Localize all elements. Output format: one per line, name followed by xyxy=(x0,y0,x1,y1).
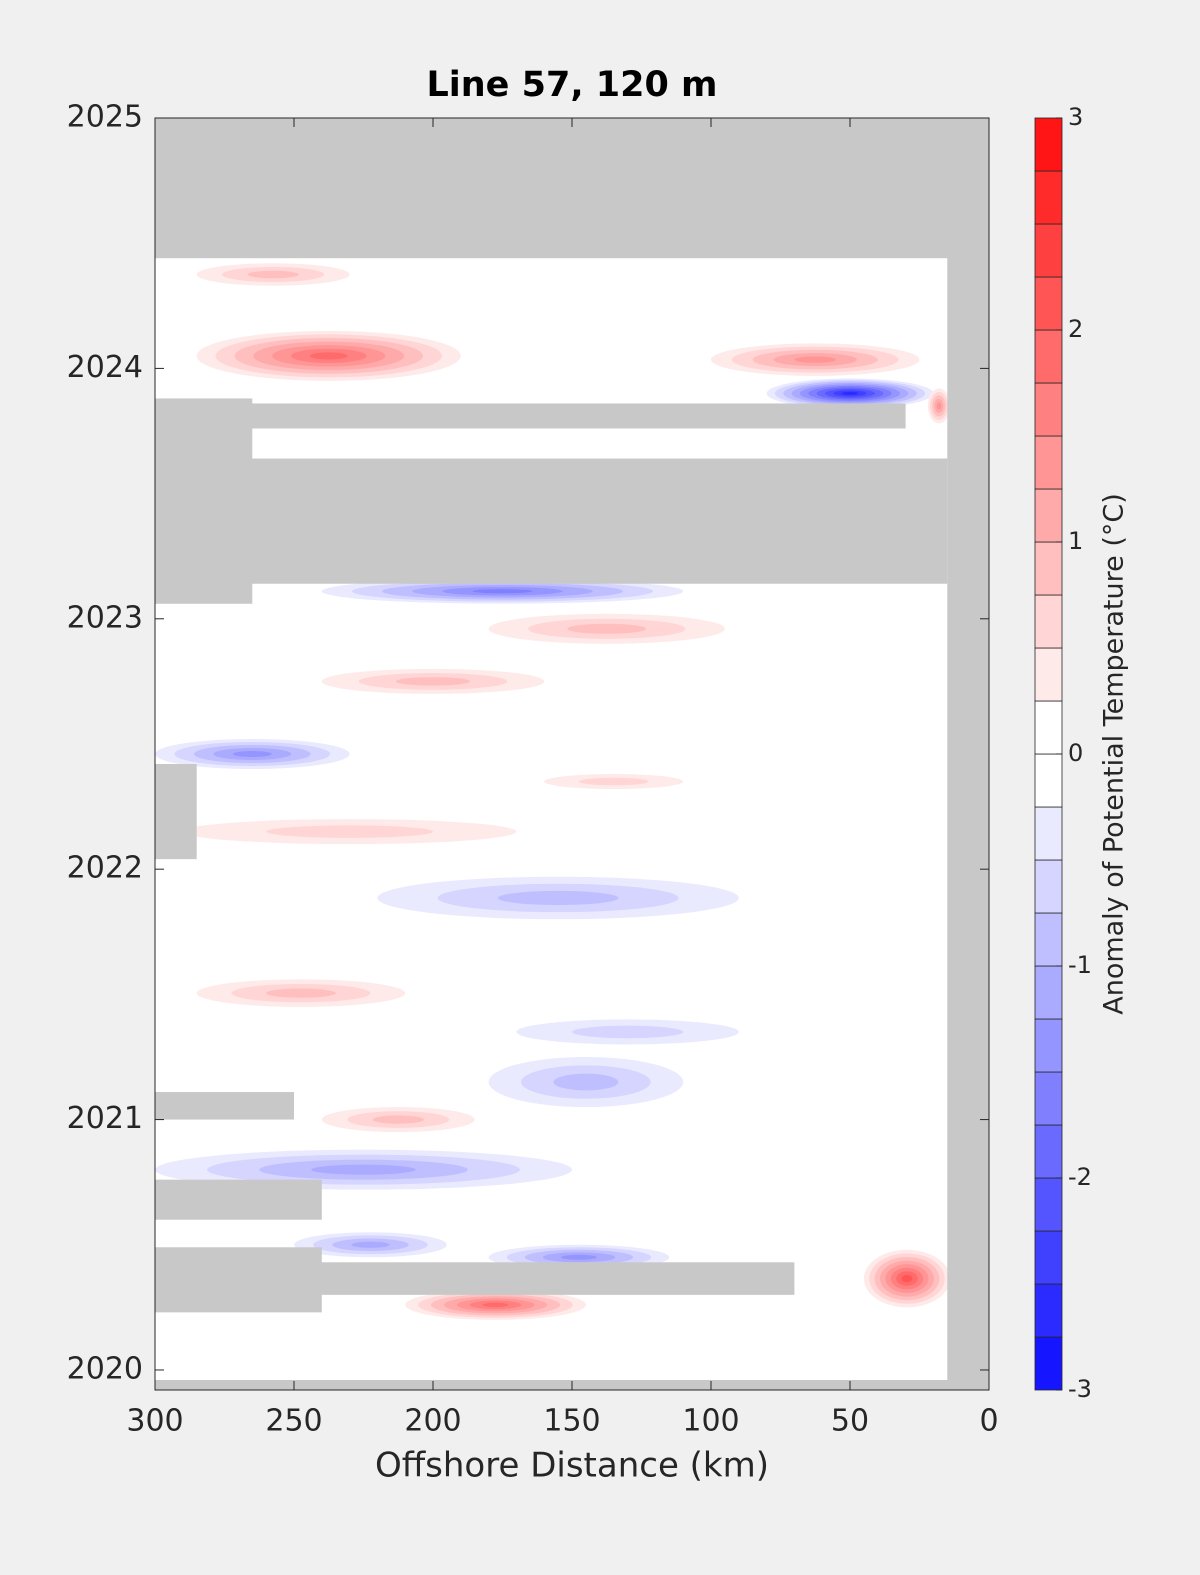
missing-region xyxy=(155,1179,322,1220)
y-tick-label: 2022 xyxy=(67,851,143,886)
missing-region xyxy=(155,398,253,604)
x-tick-label: 200 xyxy=(404,1404,461,1439)
anomaly-contour xyxy=(901,1274,913,1283)
colorbar-band xyxy=(1034,435,1063,490)
anomaly-contour xyxy=(395,677,471,686)
colorbar-band xyxy=(1034,1124,1063,1179)
x-axis-label: Offshore Distance (km) xyxy=(375,1446,769,1486)
anomaly-contour xyxy=(311,1164,416,1175)
y-tick-label: 2020 xyxy=(67,1351,143,1386)
anomaly-contour xyxy=(232,750,272,758)
anomaly-contour xyxy=(553,1073,619,1091)
missing-region xyxy=(155,458,948,584)
y-tick-label: 2021 xyxy=(67,1101,143,1136)
axes: 300 250 200 150 100 50 0 2020 2021 2022 2023 2024 20… xyxy=(67,100,999,1439)
field xyxy=(155,118,989,1390)
anomaly-contour xyxy=(309,352,348,360)
anomaly-contour xyxy=(936,402,942,410)
colorbar-band xyxy=(1034,912,1063,967)
colorbar-band xyxy=(1034,1177,1063,1232)
x-tick-label: 250 xyxy=(265,1404,322,1439)
anomaly-contour xyxy=(266,825,433,838)
colorbar-band xyxy=(1034,329,1063,384)
x-tick-label: 50 xyxy=(831,1404,869,1439)
colorbar-band xyxy=(1034,488,1063,543)
x-tick-label: 150 xyxy=(543,1404,600,1439)
colorbar-band xyxy=(1034,1071,1063,1126)
colorbar-band xyxy=(1034,1230,1063,1285)
missing-region xyxy=(155,1247,322,1313)
colorbar-band xyxy=(1034,859,1063,914)
colorbar-tick-label: 3 xyxy=(1068,103,1083,131)
colorbar-label: Anomaly of Potential Temperature (°C) xyxy=(1099,493,1130,1015)
anomaly-contour xyxy=(560,1254,598,1260)
missing-region xyxy=(155,403,906,429)
colorbar-band xyxy=(1034,965,1063,1020)
colorbar-band xyxy=(1034,1336,1063,1391)
missing-region xyxy=(155,118,989,259)
colorbar-band xyxy=(1034,753,1063,808)
colorbar-band xyxy=(1034,806,1063,861)
anomaly-contour xyxy=(482,1302,509,1308)
chart-title: Line 57, 120 m xyxy=(426,65,717,105)
colorbar-band xyxy=(1034,594,1063,649)
colorbar-band xyxy=(1034,541,1063,596)
missing-region xyxy=(947,118,989,1390)
anomaly-contour xyxy=(266,988,336,998)
colorbar-band xyxy=(1034,117,1063,172)
colorbar-tick-label: -1 xyxy=(1068,951,1092,979)
colorbar-band xyxy=(1034,223,1063,278)
colorbar-tick-label: -3 xyxy=(1068,1375,1092,1403)
anomaly-contour xyxy=(472,589,533,594)
y-tick-label: 2025 xyxy=(67,100,143,135)
colorbar-band xyxy=(1034,276,1063,331)
x-tick-label: 300 xyxy=(126,1404,183,1439)
anomaly-contour xyxy=(578,777,649,786)
colorbar-band xyxy=(1034,700,1063,755)
colorbar-tick-label: 0 xyxy=(1068,739,1083,767)
colorbar-tick-label: -2 xyxy=(1068,1163,1092,1191)
colorbar-band xyxy=(1034,647,1063,702)
anomaly-contour xyxy=(497,890,619,906)
y-tick-label: 2023 xyxy=(67,600,143,635)
x-tick-label: 0 xyxy=(979,1404,998,1439)
missing-region xyxy=(155,1092,294,1120)
x-tick-label: 100 xyxy=(682,1404,739,1439)
anomaly-contour xyxy=(372,1115,424,1124)
colorbar-band xyxy=(1034,1283,1063,1338)
colorbar-tick-label: 2 xyxy=(1068,315,1083,343)
y-tick-label: 2024 xyxy=(67,350,143,385)
missing-region xyxy=(155,764,197,860)
anomaly-contour xyxy=(572,1025,684,1039)
anomaly-contour xyxy=(247,270,299,279)
anomaly-contour xyxy=(794,356,837,363)
colorbar-band xyxy=(1034,170,1063,225)
anomaly-contour xyxy=(351,1241,390,1248)
anomaly-contour xyxy=(841,391,859,395)
anomaly-contour xyxy=(567,623,647,634)
colorbar-band xyxy=(1034,382,1063,437)
colorbar-band xyxy=(1034,1018,1063,1073)
colorbar-tick-label: 1 xyxy=(1068,527,1083,555)
